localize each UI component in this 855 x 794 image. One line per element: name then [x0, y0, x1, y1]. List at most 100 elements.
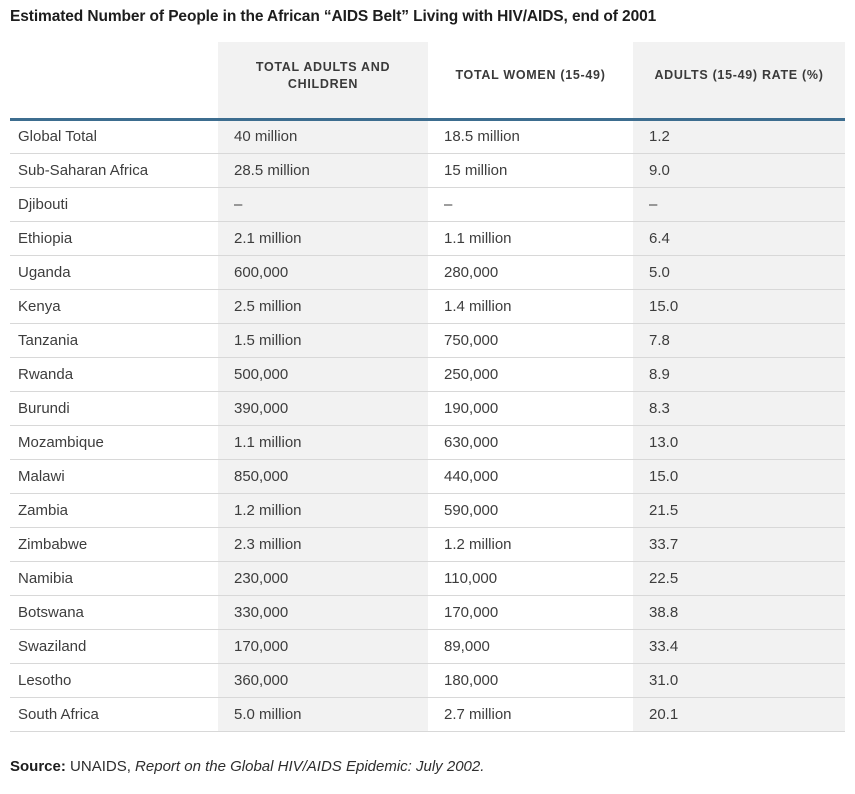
row-label: Mozambique — [10, 424, 218, 459]
data-cell: 13.0 — [633, 424, 845, 459]
data-cell: – — [428, 186, 633, 221]
row-label: Botswana — [10, 594, 218, 629]
table-row: Botswana 330,000 170,000 38.8 — [10, 594, 845, 629]
header-cell-total-women: TOTAL WOMEN (15-49) — [428, 42, 633, 121]
data-cell: 1.1 million — [428, 220, 633, 255]
row-label: Zambia — [10, 492, 218, 527]
table-row: Rwanda 500,000 250,000 8.9 — [10, 356, 845, 391]
data-cell: 1.2 million — [428, 526, 633, 561]
table-row: Lesotho 360,000 180,000 31.0 — [10, 662, 845, 697]
row-label: Sub-Saharan Africa — [10, 152, 218, 187]
source-label: Source: — [10, 757, 66, 775]
data-cell: 750,000 — [428, 322, 633, 357]
table-row: Zimbabwe 2.3 million 1.2 million 33.7 — [10, 526, 845, 561]
table-row: Burundi 390,000 190,000 8.3 — [10, 390, 845, 425]
data-cell: 110,000 — [428, 560, 633, 595]
row-label: Rwanda — [10, 356, 218, 391]
row-label: Burundi — [10, 390, 218, 425]
row-label: South Africa — [10, 696, 218, 731]
table-row: Uganda 600,000 280,000 5.0 — [10, 254, 845, 289]
data-cell: 89,000 — [428, 628, 633, 663]
data-cell: 31.0 — [633, 662, 845, 697]
data-cell: 440,000 — [428, 458, 633, 493]
data-cell: 170,000 — [428, 594, 633, 629]
data-cell: 170,000 — [218, 628, 428, 663]
row-label: Malawi — [10, 458, 218, 493]
row-label: Ethiopia — [10, 220, 218, 255]
row-label: Global Total — [10, 118, 218, 153]
row-label: Namibia — [10, 560, 218, 595]
data-cell: 15.0 — [633, 458, 845, 493]
data-cell: 28.5 million — [218, 152, 428, 187]
row-label: Uganda — [10, 254, 218, 289]
data-cell: 2.7 million — [428, 696, 633, 731]
data-cell: 850,000 — [218, 458, 428, 493]
row-label: Djibouti — [10, 186, 218, 221]
header-cell-adults-rate: ADULTS (15-49) RATE (%) — [633, 42, 845, 121]
data-cell: 9.0 — [633, 152, 845, 187]
data-cell: 500,000 — [218, 356, 428, 391]
data-cell: 190,000 — [428, 390, 633, 425]
table-row: Tanzania 1.5 million 750,000 7.8 — [10, 322, 845, 357]
data-cell: 6.4 — [633, 220, 845, 255]
data-cell: 18.5 million — [428, 118, 633, 153]
data-cell: 22.5 — [633, 560, 845, 595]
figure-title: Estimated Number of People in the Africa… — [10, 8, 657, 25]
table-row: Mozambique 1.1 million 630,000 13.0 — [10, 424, 845, 459]
data-cell: 8.9 — [633, 356, 845, 391]
data-cell: 20.1 — [633, 696, 845, 731]
data-cell: – — [218, 186, 428, 221]
data-cell: 5.0 — [633, 254, 845, 289]
table-row: Malawi 850,000 440,000 15.0 — [10, 458, 845, 493]
row-label: Lesotho — [10, 662, 218, 697]
table-row: Sub-Saharan Africa 28.5 million 15 million… — [10, 152, 845, 187]
row-label: Kenya — [10, 288, 218, 323]
data-cell: 330,000 — [218, 594, 428, 629]
data-cell: 180,000 — [428, 662, 633, 697]
header-cell-empty — [10, 42, 218, 121]
table-row: Kenya 2.5 million 1.4 million 15.0 — [10, 288, 845, 323]
data-cell: 1.2 — [633, 118, 845, 153]
data-table: TOTAL ADULTS AND CHILDREN TOTAL WOMEN (1… — [10, 42, 845, 732]
row-label: Swaziland — [10, 628, 218, 663]
source-work-title: Report on the Global HIV/AIDS Epidemic: … — [135, 757, 485, 775]
header-cell-total-adults-children: TOTAL ADULTS AND CHILDREN — [218, 42, 428, 121]
data-cell: 38.8 — [633, 594, 845, 629]
data-cell: 40 million — [218, 118, 428, 153]
data-cell: 280,000 — [428, 254, 633, 289]
table-row: Djibouti – – – — [10, 186, 845, 221]
data-cell: – — [633, 186, 845, 221]
data-cell: 230,000 — [218, 560, 428, 595]
data-cell: 8.3 — [633, 390, 845, 425]
data-cell: 2.5 million — [218, 288, 428, 323]
source-organization: UNAIDS, — [70, 757, 131, 775]
data-cell: 630,000 — [428, 424, 633, 459]
row-label: Zimbabwe — [10, 526, 218, 561]
data-cell: 2.1 million — [218, 220, 428, 255]
data-cell: 33.7 — [633, 526, 845, 561]
source-note: Source: UNAIDS, Report on the Global HIV… — [10, 757, 845, 777]
data-cell: 250,000 — [428, 356, 633, 391]
data-cell: 15.0 — [633, 288, 845, 323]
data-cell: 1.4 million — [428, 288, 633, 323]
data-cell: 2.3 million — [218, 526, 428, 561]
data-cell: 1.1 million — [218, 424, 428, 459]
data-cell: 7.8 — [633, 322, 845, 357]
table-body: Global Total 40 million 18.5 million 1.2 Sub… — [10, 118, 845, 731]
table-row: Zambia 1.2 million 590,000 21.5 — [10, 492, 845, 527]
data-cell: 360,000 — [218, 662, 428, 697]
data-cell: 600,000 — [218, 254, 428, 289]
data-cell: 590,000 — [428, 492, 633, 527]
data-cell: 21.5 — [633, 492, 845, 527]
data-cell: 33.4 — [633, 628, 845, 663]
header-row: TOTAL ADULTS AND CHILDREN TOTAL WOMEN (1… — [10, 42, 845, 121]
data-cell: 5.0 million — [218, 696, 428, 731]
table-row: Global Total 40 million 18.5 million 1.2 — [10, 118, 845, 153]
data-cell: 1.5 million — [218, 322, 428, 357]
table-row: Ethiopia 2.1 million 1.1 million 6.4 — [10, 220, 845, 255]
table-row: Namibia 230,000 110,000 22.5 — [10, 560, 845, 595]
row-label: Tanzania — [10, 322, 218, 357]
data-cell: 390,000 — [218, 390, 428, 425]
table-row: Swaziland 170,000 89,000 33.4 — [10, 628, 845, 663]
